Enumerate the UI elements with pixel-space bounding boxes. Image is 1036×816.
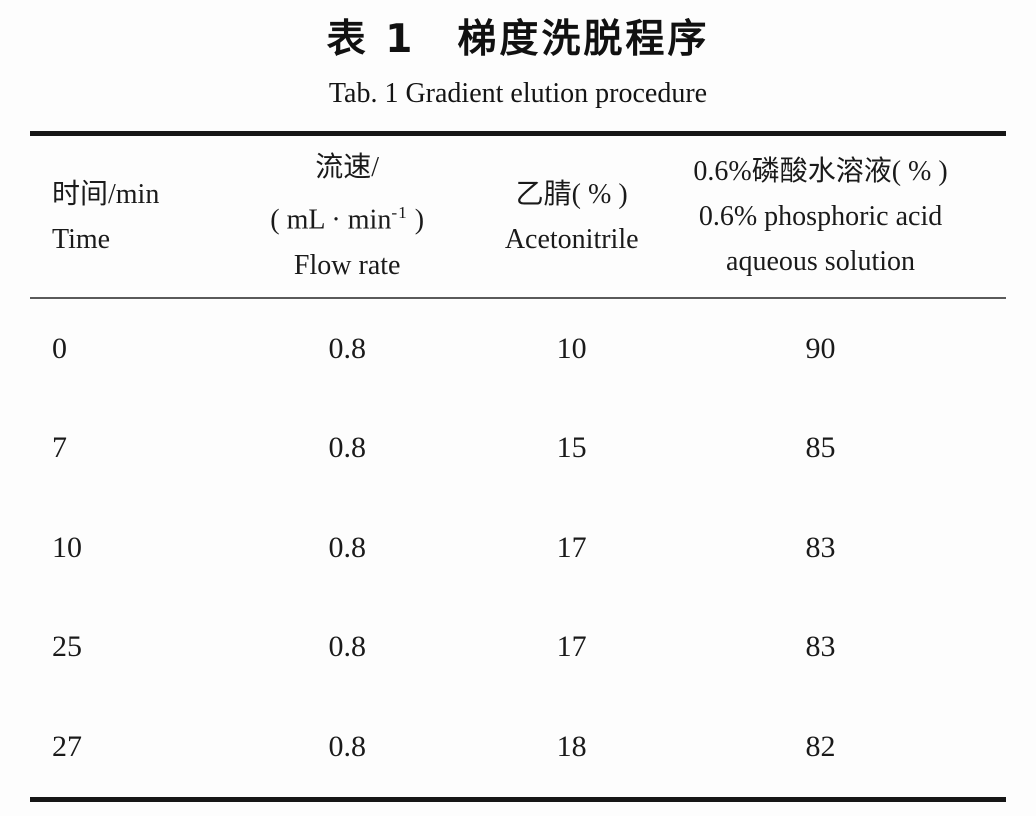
cell-time: 7 — [52, 431, 67, 465]
cell-acetonitrile: 17 — [556, 630, 587, 664]
cell-phosphoric: 83 — [805, 530, 836, 564]
header-cell-phosphoric: 0.6%磷酸水溶液( % ) 0.6% phosphoric acid aque… — [635, 149, 1006, 284]
table-row: 27 0.8 18 82 — [30, 697, 1006, 797]
cell-acetonitrile: 10 — [556, 331, 587, 365]
gradient-elution-table: 时间/min Time 流速/ ( mL · min-1 ) Flow rate… — [30, 131, 1006, 802]
table-title-zh: 表 1 梯度洗脱程序 — [326, 17, 710, 62]
cell-time: 27 — [52, 729, 82, 763]
cell-acetonitrile: 18 — [556, 729, 587, 763]
header-time-zh: 时间/min — [52, 178, 160, 210]
table-body: 0 0.8 10 90 7 0.8 15 85 10 0.8 17 83 25 … — [30, 299, 1006, 797]
cell-flow-rate: 0.8 — [328, 431, 366, 465]
cell-phosphoric: 85 — [805, 431, 836, 465]
table-row: 7 0.8 15 85 — [30, 399, 1006, 499]
header-flow-unit: ( mL · min-1 ) — [270, 190, 424, 242]
table-row: 0 0.8 10 90 — [30, 299, 1006, 399]
cell-flow-rate: 0.8 — [328, 729, 366, 763]
header-phosphoric-en1: 0.6% phosphoric acid — [698, 201, 943, 232]
header-acetonitrile-en: Acetonitrile — [504, 223, 639, 255]
cell-time: 0 — [52, 331, 67, 365]
header-acetonitrile-zh: 乙腈( % ) — [515, 178, 628, 210]
cell-phosphoric: 90 — [805, 331, 836, 365]
flow-unit-prefix: ( mL · min — [270, 204, 392, 236]
header-flow-zh: 流速/ — [315, 152, 380, 184]
cell-phosphoric: 82 — [805, 729, 836, 763]
table-bottom-rule — [30, 796, 1006, 802]
flow-unit-superscript: -1 — [391, 203, 408, 223]
table-header-row: 时间/min Time 流速/ ( mL · min-1 ) Flow rate… — [30, 136, 1006, 297]
cell-phosphoric: 83 — [805, 630, 836, 664]
table-title-en: Tab. 1 Gradient elution procedure — [328, 78, 708, 109]
header-phosphoric-zh: 0.6%磷酸水溶液( % ) — [693, 156, 948, 187]
flow-unit-suffix: ) — [407, 204, 425, 236]
cell-flow-rate: 0.8 — [328, 331, 366, 365]
cell-time: 10 — [52, 530, 82, 564]
table-header-rule — [30, 297, 1006, 299]
header-cell-flow-rate: 流速/ ( mL · min-1 ) Flow rate — [186, 145, 508, 287]
cell-acetonitrile: 17 — [556, 530, 587, 564]
header-phosphoric-en2: aqueous solution — [726, 246, 916, 277]
cell-flow-rate: 0.8 — [328, 530, 366, 564]
table-top-rule — [30, 131, 1006, 136]
table-row: 10 0.8 17 83 — [30, 498, 1006, 598]
header-time-en: Time — [52, 223, 111, 255]
header-cell-acetonitrile: 乙腈( % ) Acetonitrile — [505, 172, 639, 262]
cell-flow-rate: 0.8 — [328, 630, 366, 664]
header-flow-en: Flow rate — [293, 249, 401, 281]
cell-acetonitrile: 15 — [556, 431, 587, 465]
header-cell-time: 时间/min Time — [30, 172, 186, 262]
cell-time: 25 — [52, 630, 82, 664]
table-row: 25 0.8 17 83 — [30, 598, 1006, 698]
